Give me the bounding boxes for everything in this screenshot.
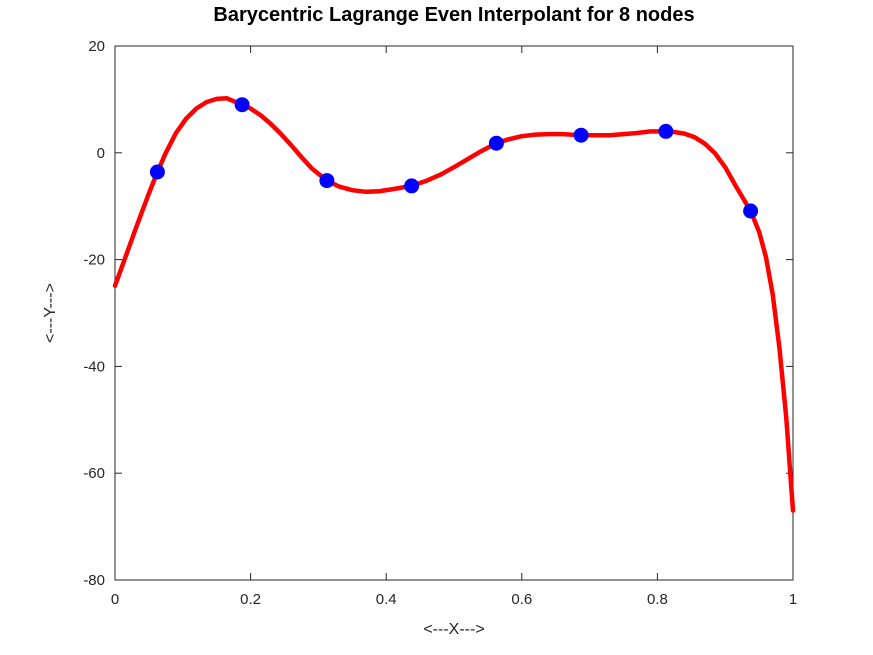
axes: 0 0.2 0.4 0.6 0.8 1 20 0 -20 -40 -60 -80 xyxy=(83,38,797,608)
y-tick-label: 0 xyxy=(97,145,105,162)
data-series xyxy=(112,96,796,513)
interpolant-curve xyxy=(112,96,796,513)
x-tick-label: 0.8 xyxy=(647,591,668,608)
node-marker xyxy=(404,178,420,194)
x-tick-label: 0 xyxy=(111,591,119,608)
y-axis-label: <---Y---> xyxy=(42,283,59,343)
y-tick-label: 20 xyxy=(88,38,105,55)
x-tick-label: 0.6 xyxy=(511,591,532,608)
node-marker xyxy=(573,127,589,143)
x-tick-label: 0.4 xyxy=(376,591,397,608)
node-marker xyxy=(743,203,759,219)
x-tick-label: 0.2 xyxy=(240,591,261,608)
y-tick-label: -80 xyxy=(83,572,105,589)
node-marker xyxy=(234,97,250,113)
y-tick-label: -20 xyxy=(83,252,105,269)
x-tick-label: 1 xyxy=(789,591,797,608)
chart-title: Barycentric Lagrange Even Interpolant fo… xyxy=(213,4,694,26)
node-marker xyxy=(488,135,504,151)
node-marker xyxy=(149,164,165,180)
node-marker xyxy=(658,123,674,139)
node-marker xyxy=(319,173,335,189)
plot-box xyxy=(114,45,794,581)
y-tick-label: -40 xyxy=(83,358,105,375)
y-tick-label: -60 xyxy=(83,465,105,482)
x-axis-label: <---X---> xyxy=(423,621,484,638)
